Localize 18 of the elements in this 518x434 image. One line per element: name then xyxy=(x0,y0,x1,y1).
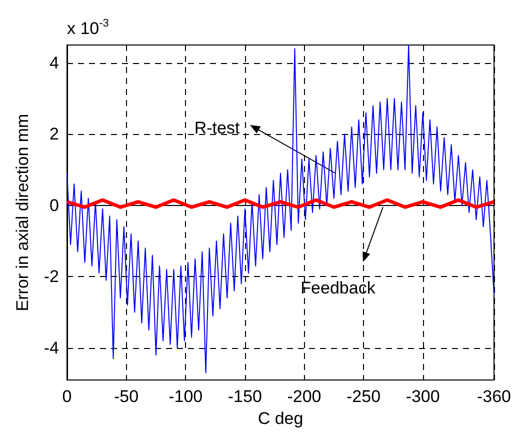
x-tick-label: -300 xyxy=(406,387,440,406)
x-tick-label: -360 xyxy=(476,387,512,406)
x-axis-title: C deg xyxy=(258,408,304,428)
x-tick-label: -100 xyxy=(168,387,203,406)
y-tick-label: 4 xyxy=(50,53,59,72)
x-tick-label: -250 xyxy=(346,387,381,406)
line-series xyxy=(66,44,494,374)
annotation: Feedback xyxy=(300,278,376,298)
y-tick-label: -2 xyxy=(44,267,59,286)
annotation: R-test xyxy=(194,118,240,138)
x-tick-label: -150 xyxy=(228,387,262,406)
y-axis-title: Error in axial direction mm xyxy=(13,114,32,312)
y-tick-label: 0 xyxy=(50,196,59,215)
y-tick-label: -4 xyxy=(44,338,59,358)
x-tick-label: 0 xyxy=(62,387,72,406)
x-tick-label: -200 xyxy=(287,387,322,406)
y-tick-label: 2 xyxy=(50,124,59,144)
x-tick-label: -50 xyxy=(114,387,139,406)
